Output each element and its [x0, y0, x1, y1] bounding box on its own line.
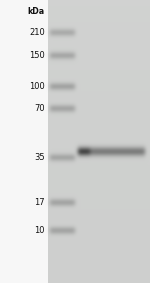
Text: 70: 70: [34, 104, 45, 113]
Text: 100: 100: [29, 82, 45, 91]
Text: 35: 35: [34, 153, 45, 162]
Text: 150: 150: [29, 51, 45, 60]
Text: 10: 10: [34, 226, 45, 235]
Text: 17: 17: [34, 198, 45, 207]
Text: 210: 210: [29, 28, 45, 37]
Text: kDa: kDa: [28, 7, 45, 16]
